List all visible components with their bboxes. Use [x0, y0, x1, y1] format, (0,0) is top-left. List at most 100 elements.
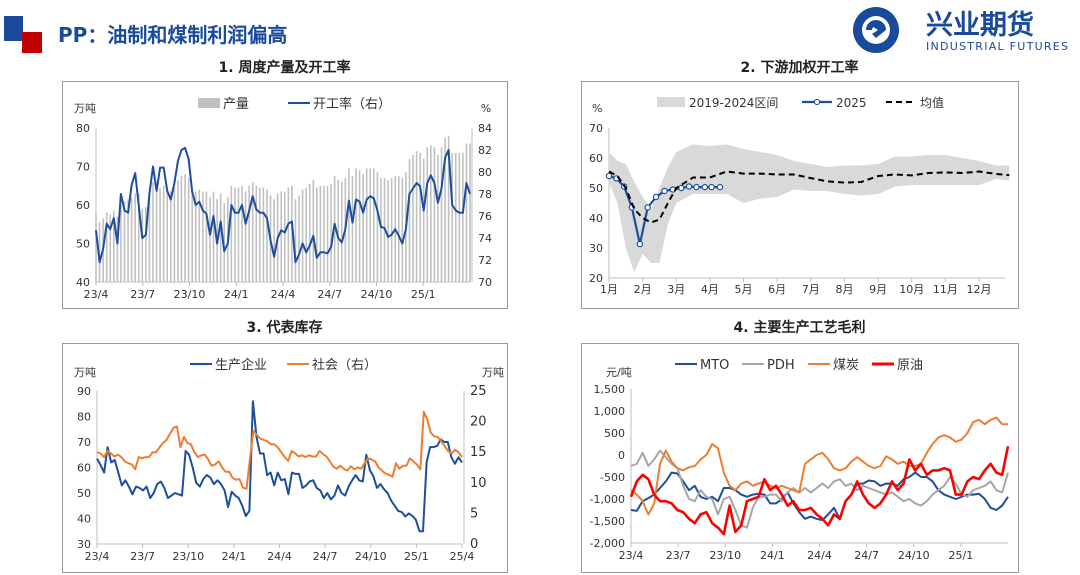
y2-tick-label: 82	[478, 144, 492, 157]
y-tick-label: 70	[589, 122, 603, 135]
x-tick-label: 12月	[967, 283, 992, 296]
bar-production	[116, 216, 119, 282]
bar-production	[212, 191, 215, 282]
bar-production	[273, 199, 275, 282]
bar-production	[397, 176, 400, 282]
legend-marker-2025	[813, 98, 821, 106]
bar-production	[134, 193, 136, 282]
x-tick-label: 24/10	[361, 288, 393, 301]
bar-production	[223, 203, 226, 282]
bar-production	[376, 172, 379, 282]
data-point-2025	[636, 240, 644, 248]
bar-production	[127, 199, 129, 282]
bar-production	[387, 179, 389, 282]
series-line-mean	[608, 170, 1010, 224]
bar-production	[326, 185, 329, 282]
bar-production	[155, 187, 158, 282]
bar-production	[198, 189, 201, 282]
bar-production	[312, 179, 315, 282]
x-tick-label: 24/4	[271, 288, 296, 301]
bar-production	[447, 135, 450, 282]
legend-label: 煤炭	[833, 358, 859, 373]
data-point-2025	[685, 183, 693, 190]
y2-tick-label: 5	[470, 506, 478, 521]
bar-production	[162, 185, 165, 282]
x-tick-label: 24/7	[317, 288, 342, 301]
bar-production	[444, 137, 446, 282]
bar-production	[166, 189, 169, 282]
data-point-2025	[716, 183, 724, 191]
bar-production	[440, 147, 443, 282]
legend-label: MTO	[700, 358, 729, 373]
bar-production	[255, 185, 258, 282]
series-line-0	[96, 400, 463, 533]
bar-production	[170, 191, 172, 282]
chart-4-title: 4. 主要生产工艺毛利	[733, 320, 866, 336]
bar-production	[191, 189, 193, 282]
y-tick-label: 30	[589, 242, 603, 255]
bar-production	[298, 195, 300, 282]
y2-axis-unit: 万吨	[482, 366, 504, 379]
legend-label: PDH	[767, 358, 795, 373]
x-tick-label: 25/4	[450, 550, 475, 563]
bar-production	[184, 174, 186, 282]
bar-production	[469, 143, 471, 282]
bar-production	[141, 208, 144, 282]
x-tick-label: 25/1	[404, 550, 429, 563]
y2-tick-label: 10	[470, 476, 487, 491]
bar-production	[390, 178, 393, 282]
bar-production	[219, 193, 222, 282]
legend-label: 均值	[920, 95, 944, 110]
bar-production	[159, 187, 161, 282]
bar-production	[369, 168, 372, 282]
bar-production	[291, 185, 293, 282]
y-tick-label: 80	[77, 411, 91, 424]
bar-production	[113, 210, 115, 282]
bar-production	[422, 158, 425, 282]
series-line-1	[630, 449, 1009, 529]
y2-tick-label: 76	[478, 210, 492, 223]
x-tick-label: 24/1	[760, 549, 785, 562]
y-tick-label: -1,500	[590, 515, 625, 528]
x-tick-label: 25/1	[949, 549, 974, 562]
y-tick-label: 60	[77, 462, 91, 475]
y2-tick-label: 20	[470, 415, 487, 430]
bar-production	[358, 170, 361, 282]
bar-production	[323, 185, 325, 282]
company-logo: 兴业期货 INDUSTRIAL FUTURES	[853, 7, 1068, 53]
bar-production	[365, 168, 368, 282]
chart-4-panel	[581, 343, 1019, 573]
y-tick-label: 60	[589, 152, 603, 165]
bar-production	[130, 197, 133, 282]
bar-production	[355, 168, 357, 282]
bar-production	[180, 176, 183, 282]
x-tick-label: 2月	[634, 283, 652, 296]
y-axis-unit: 万吨	[74, 102, 96, 115]
bar-production	[430, 145, 432, 282]
y-tick-label: 30	[77, 538, 91, 551]
bar-production	[340, 181, 343, 282]
bar-production	[137, 193, 140, 282]
chart-1-panel	[62, 81, 508, 309]
chart-2-panel	[581, 81, 1019, 309]
bar-production	[194, 191, 197, 282]
series-line-3	[629, 445, 1010, 536]
x-tick-label: 23/10	[174, 288, 206, 301]
bar-production	[109, 214, 112, 282]
x-tick-label: 24/1	[224, 288, 249, 301]
legend-label: 生产企业	[215, 357, 267, 373]
y-tick-label: 1,000	[594, 405, 626, 418]
bar-production	[241, 185, 243, 282]
x-tick-label: 24/10	[898, 549, 930, 562]
x-tick-label: 23/7	[666, 549, 691, 562]
y-tick-label: 70	[76, 161, 90, 174]
bar-production	[373, 168, 375, 282]
bar-production	[362, 174, 364, 282]
bar-production	[262, 187, 265, 282]
x-tick-label: 8月	[835, 283, 853, 296]
band-area-2019-2024	[609, 144, 1010, 272]
logo-cn-text: 兴业期货	[926, 9, 1034, 41]
x-tick-label: 24/7	[854, 549, 879, 562]
series-line-1	[96, 410, 463, 490]
bar-production	[251, 181, 254, 282]
